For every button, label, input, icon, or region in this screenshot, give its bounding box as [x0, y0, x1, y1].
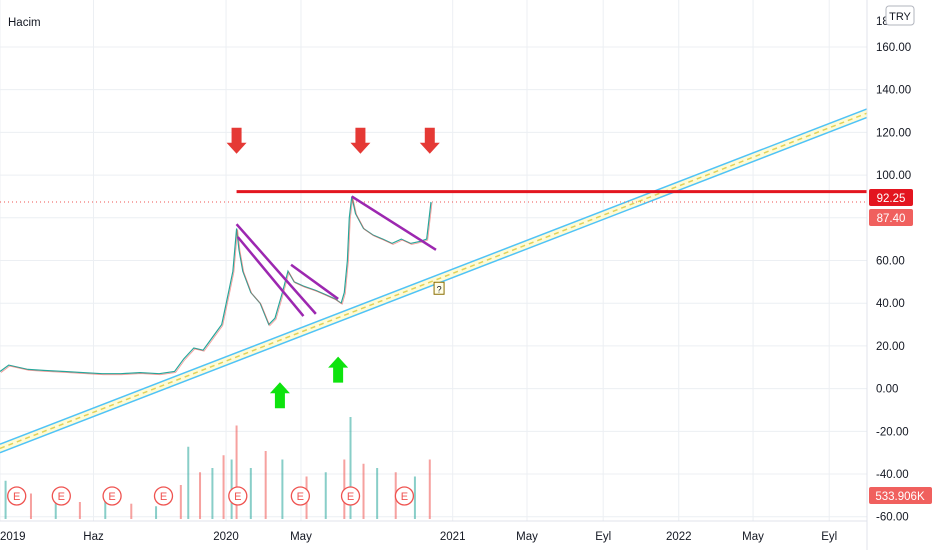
- up-arrow-icon[interactable]: [328, 356, 349, 383]
- price-tick-label: 120.00: [876, 127, 911, 139]
- time-tick-label: May: [290, 531, 312, 543]
- price-tick-label: 40.00: [876, 298, 905, 310]
- arrow-markers[interactable]: [226, 127, 440, 409]
- down-arrow-icon[interactable]: [226, 127, 247, 154]
- down-arrow-icon[interactable]: [350, 127, 371, 154]
- volume-bar: [199, 472, 202, 519]
- time-tick-label: May: [742, 531, 764, 543]
- volume-bar: [413, 476, 416, 519]
- trendline[interactable]: [236, 236, 305, 317]
- channel-fill: [0, 108, 867, 453]
- time-tick-label: Haz: [83, 531, 104, 543]
- price-line: [0, 196, 432, 375]
- volume-bar: [155, 506, 158, 519]
- earnings-marker-label: E: [108, 491, 115, 503]
- volume-bar: [264, 451, 267, 519]
- price-line-shadow: [0, 197, 433, 376]
- time-tick-label: 2021: [440, 531, 466, 543]
- volume-bar: [235, 425, 238, 519]
- volume-bar: [349, 417, 352, 519]
- time-tick-label: 2019: [0, 531, 26, 543]
- trendline[interactable]: [290, 263, 339, 300]
- currency-button[interactable]: TRY: [885, 5, 915, 26]
- time-tick-label: Eyl: [595, 531, 611, 543]
- earnings-marker[interactable]: E: [7, 486, 27, 506]
- price-tick-label: 160.00: [876, 42, 911, 54]
- price-tick-label: 60.00: [876, 256, 905, 268]
- time-tick-label: Eyl: [821, 531, 837, 543]
- currency-button-label: TRY: [889, 11, 911, 23]
- earnings-marker[interactable]: E: [340, 486, 361, 506]
- volume-bar: [281, 459, 284, 519]
- svg-text:533.906K: 533.906K: [875, 491, 925, 503]
- volume-bar: [29, 493, 32, 519]
- earnings-marker-label: E: [13, 491, 20, 503]
- up-arrow-icon[interactable]: [269, 382, 290, 409]
- volume-indicator-label: Hacim: [8, 17, 41, 29]
- volume-bar: [54, 497, 57, 519]
- earnings-marker-label: E: [347, 491, 354, 503]
- trendlines[interactable]: [235, 195, 437, 317]
- channel-lower-line[interactable]: [0, 116, 868, 454]
- svg-text:87.40: 87.40: [877, 213, 906, 225]
- unknown-marker[interactable]: ?: [433, 281, 445, 295]
- volume-bar: [428, 459, 431, 519]
- volume-badge: 533.906K: [869, 487, 932, 504]
- channel-upper-line[interactable]: [0, 108, 868, 445]
- last-price-badge: 87.40: [869, 209, 913, 226]
- price-tick-label: 0.00: [876, 384, 898, 396]
- volume-bar: [362, 463, 365, 519]
- earnings-marker[interactable]: E: [228, 486, 248, 506]
- price-tick-label: 140.00: [876, 85, 911, 97]
- price-axis[interactable]: 160.00140.00120.00100.0080.0060.0040.002…: [876, 42, 911, 524]
- price-tick-label: -60.00: [876, 512, 909, 524]
- grid: [0, 0, 867, 521]
- trendline[interactable]: [351, 195, 437, 251]
- price-tick-label: 100.00: [876, 170, 911, 182]
- earnings-marker-label: E: [234, 491, 241, 503]
- svg-text:92.25: 92.25: [877, 193, 906, 205]
- volume-bar: [249, 468, 252, 519]
- volume-bar: [4, 480, 7, 519]
- earnings-marker[interactable]: E: [394, 486, 415, 506]
- earnings-marker[interactable]: E: [102, 486, 122, 506]
- volume-bar: [222, 455, 225, 519]
- volume-bar: [130, 503, 133, 519]
- earnings-marker[interactable]: E: [51, 486, 71, 506]
- resistance-price-badge: 92.25: [869, 189, 913, 206]
- earnings-marker[interactable]: E: [153, 486, 174, 506]
- trendline[interactable]: [235, 223, 317, 315]
- volume-bar: [179, 485, 182, 519]
- volume-bar: [187, 446, 190, 519]
- time-tick-label: 2020: [213, 531, 239, 543]
- question-icon[interactable]: ?: [433, 281, 445, 295]
- price-tick-label: -20.00: [876, 426, 909, 438]
- volume-bar: [211, 468, 214, 519]
- volume-bar: [324, 472, 327, 519]
- time-tick-label: 2022: [666, 531, 692, 543]
- volume-bar: [104, 500, 107, 519]
- volume-bar: [376, 468, 379, 519]
- price-tick-label: -40.00: [876, 469, 909, 481]
- earnings-marker[interactable]: E: [290, 486, 311, 506]
- volume-bar: [78, 502, 81, 519]
- price-series: [0, 196, 867, 376]
- time-axis[interactable]: 2019 Haz 2020 May 2021 May Eyl 2022 May Eyl: [0, 531, 837, 543]
- volume-bars: [4, 417, 431, 519]
- down-arrow-icon[interactable]: [419, 127, 440, 154]
- earnings-marker-label: E: [160, 491, 167, 503]
- earnings-marker-label: E: [297, 491, 304, 503]
- price-tick-label: 20.00: [876, 341, 905, 353]
- time-tick-label: May: [516, 531, 538, 543]
- earnings-marker-label: E: [58, 491, 65, 503]
- channel-mid-line: [0, 112, 868, 450]
- earnings-marker-label: E: [401, 491, 408, 503]
- question-icon-label: ?: [437, 284, 442, 294]
- ascending-channel[interactable]: [0, 108, 868, 454]
